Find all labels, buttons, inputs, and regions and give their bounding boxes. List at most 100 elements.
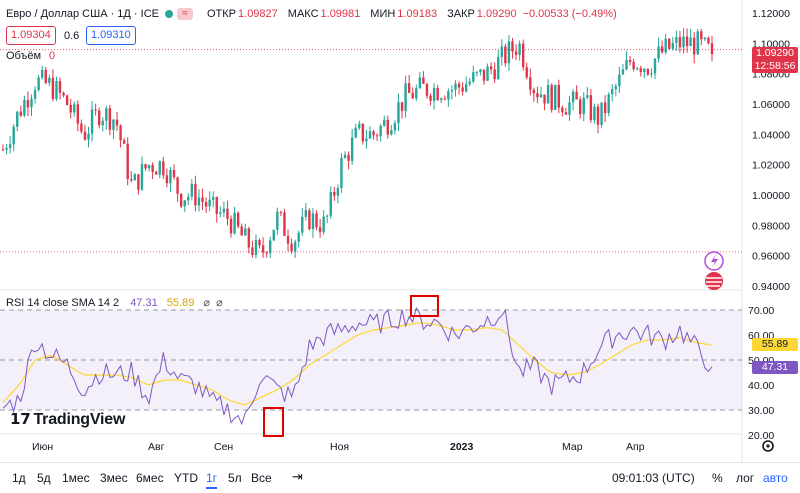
candle-body	[236, 212, 240, 227]
candle-body	[112, 119, 115, 130]
candle-body	[151, 164, 154, 173]
auto-toggle[interactable]: авто	[763, 471, 788, 485]
sell-button[interactable]: 1.09304	[6, 26, 56, 45]
candle-body	[350, 137, 354, 161]
candle-body	[564, 112, 568, 115]
candle-body	[23, 100, 26, 116]
sma-tag: 55.89	[752, 338, 798, 351]
candle-body	[204, 201, 208, 207]
high-key: МАКС	[287, 8, 319, 20]
candle-body	[19, 111, 23, 116]
candle-body	[429, 95, 432, 101]
candle-body	[176, 177, 179, 194]
candle-body	[475, 71, 479, 73]
settings-gear-icon[interactable]	[762, 440, 774, 452]
range-all[interactable]: Все	[251, 471, 272, 485]
candle-body	[657, 46, 660, 59]
candle-body	[269, 240, 272, 254]
candle-body	[65, 95, 69, 105]
range-5d[interactable]: 5д	[37, 471, 51, 485]
candle-body	[158, 161, 161, 175]
candle-body	[468, 81, 471, 85]
candle-body	[326, 215, 329, 217]
candle-body	[244, 228, 247, 236]
candle-body	[16, 111, 19, 127]
candle-body	[208, 199, 211, 207]
rsi-label[interactable]: RSI 14 close SMA 14 2	[6, 297, 120, 309]
candle-body	[315, 213, 318, 228]
candle-body	[628, 59, 632, 62]
price-tick-label: 1.04000	[752, 129, 790, 141]
rsi-tick-label: 30.00	[748, 405, 774, 417]
range-3m[interactable]: 3мес	[100, 471, 128, 485]
rsi-lines	[2, 306, 713, 426]
hide-icon-2[interactable]: ⌀	[216, 297, 223, 309]
date-range-icon[interactable]: ⇥	[292, 469, 303, 484]
candle-body	[518, 43, 521, 55]
candle-body	[635, 68, 639, 70]
candle-body	[454, 83, 457, 90]
x-tick-label: Авг	[148, 441, 165, 453]
candle-body	[546, 85, 550, 104]
hide-icon[interactable]: ⌀	[203, 297, 210, 309]
candle-body	[194, 183, 197, 206]
candle-body	[340, 157, 343, 189]
lightning-glyph-icon	[711, 254, 718, 268]
range-1d[interactable]: 1д	[12, 471, 26, 485]
candle-body	[571, 91, 575, 103]
candle-body	[646, 68, 650, 75]
candle-body	[354, 127, 357, 138]
candle-body	[611, 89, 614, 95]
price-tick-label: 1.02000	[752, 160, 790, 172]
wave-icon[interactable]: ≈	[176, 8, 193, 20]
price-tick-label: 1.00000	[752, 190, 790, 202]
candle-body	[165, 175, 169, 184]
range-5y[interactable]: 5л	[228, 471, 242, 485]
tv-logo-icon: 𝟭𝟳	[10, 411, 31, 428]
log-toggle[interactable]: лог	[736, 471, 755, 485]
change-value: −0.00533 (−0.49%)	[522, 8, 617, 20]
buy-button[interactable]: 1.09310	[86, 26, 136, 45]
candle-body	[8, 144, 12, 149]
flag-stripes-icon	[706, 277, 722, 287]
candle-body	[187, 196, 190, 201]
candle-body	[226, 208, 229, 219]
candle-body	[678, 37, 682, 48]
candle-body	[219, 212, 222, 214]
tradingview-logo[interactable]: 𝟭𝟳 TradingView	[10, 410, 125, 429]
candle-body	[222, 208, 226, 213]
candle-body	[529, 77, 532, 90]
candle-body	[144, 164, 147, 169]
sma-line	[2, 322, 713, 406]
candle-body	[383, 119, 386, 126]
candle-body	[457, 83, 461, 88]
percent-toggle[interactable]: %	[712, 471, 723, 485]
candle-body	[596, 106, 600, 125]
countdown: 12:58:56	[754, 60, 796, 72]
chart-area[interactable]: 0.94000 0.96000 0.98000 1.00000 1.02000 1.040…	[0, 0, 800, 462]
close-value: 1.09290	[476, 8, 517, 20]
range-1m[interactable]: 1мес	[62, 471, 90, 485]
us-flag-icon[interactable]	[705, 272, 723, 290]
candle-body	[393, 123, 397, 131]
clock-time[interactable]: 09:01:03 (UTC)	[612, 471, 695, 485]
candle-body	[497, 57, 500, 80]
candle-body	[286, 235, 290, 244]
candle-body	[600, 102, 603, 125]
range-6m[interactable]: 6мес	[136, 471, 164, 485]
candle-body	[461, 87, 464, 92]
candle-body	[575, 91, 578, 100]
sma-value: 55.89	[166, 297, 195, 309]
gear-center-icon	[766, 444, 770, 448]
range-ytd[interactable]: YTD	[174, 471, 198, 485]
candle-body	[375, 135, 379, 137]
range-1y[interactable]: 1г	[206, 471, 218, 489]
candle-body	[215, 197, 218, 214]
symbol-title[interactable]: Евро / Доллар США · 1Д · ICE	[6, 8, 159, 20]
candle-body	[625, 59, 628, 70]
candle-body	[73, 104, 76, 113]
candle-body	[48, 77, 51, 83]
candle-body	[147, 164, 151, 169]
candle-body	[172, 170, 176, 178]
candle-body	[554, 84, 557, 110]
